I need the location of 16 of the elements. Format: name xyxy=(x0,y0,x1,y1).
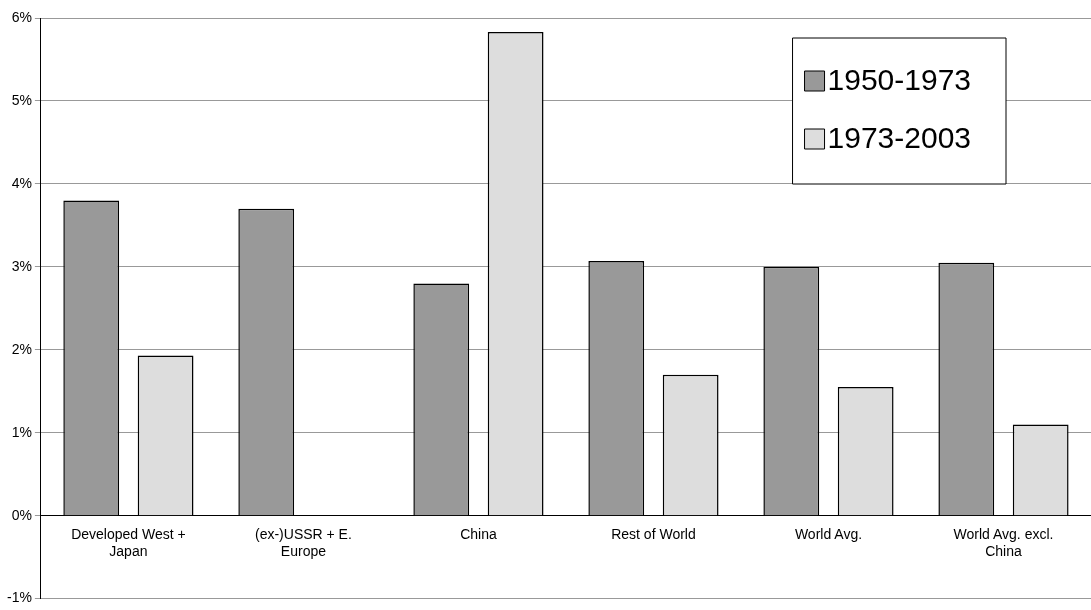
legend-label: 1973-2003 xyxy=(827,121,971,155)
x-tick-label: China xyxy=(460,525,497,542)
y-tick-label: 0% xyxy=(11,506,32,523)
x-tick-label: Rest of World xyxy=(611,525,696,542)
legend-label: 1950-1973 xyxy=(827,63,971,97)
x-tick-label: Developed West + Japan xyxy=(71,525,186,559)
y-tick-label: 5% xyxy=(11,91,32,108)
y-tick-label: 1% xyxy=(11,423,32,440)
y-tick-label: 4% xyxy=(11,174,32,191)
x-tick-label: (ex-)USSR + E. Europe xyxy=(254,525,352,559)
y-tick-label: 6% xyxy=(11,8,32,25)
x-tick-label: World Avg. excl. China xyxy=(953,525,1054,559)
y-tick-label: -1% xyxy=(6,589,32,606)
x-tick-label: World Avg. xyxy=(794,525,863,542)
y-tick-label: 2% xyxy=(11,340,32,357)
y-tick-label: 3% xyxy=(11,257,32,274)
